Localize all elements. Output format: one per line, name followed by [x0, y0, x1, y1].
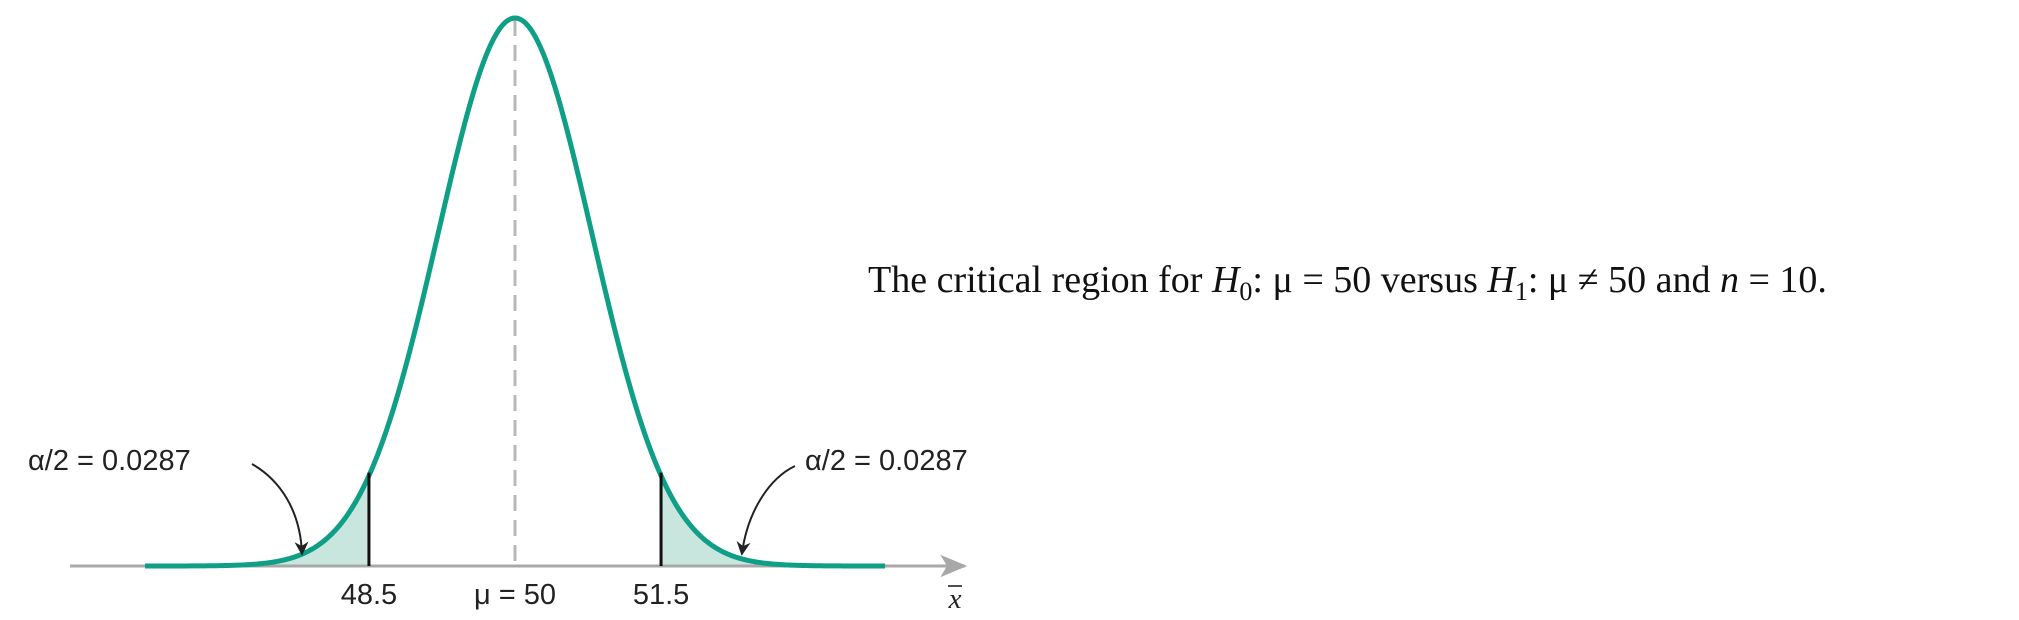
caption-part-1: The critical region for — [868, 259, 1212, 301]
caption-h1: H — [1486, 259, 1517, 301]
tick-label-lower-critical: 48.5 — [341, 579, 397, 611]
caption-part-3: : μ ≠ 50 and — [1528, 259, 1720, 301]
figure-caption: The critical region for H0: μ = 50 versu… — [868, 259, 1827, 306]
arrow-left — [251, 463, 309, 556]
mean-label: μ = 50 — [474, 579, 556, 611]
alpha-label-right: α/2 = 0.0287 — [805, 445, 968, 477]
lower-tail-region — [145, 475, 369, 566]
caption-part-4: = 10. — [1739, 259, 1827, 301]
caption-n: n — [1720, 259, 1739, 301]
density-curve — [145, 15, 885, 569]
caption-h0-subscript: 0 — [1239, 277, 1252, 306]
caption-part-2: : μ = 50 versus — [1252, 259, 1487, 301]
arrow-right — [736, 465, 796, 556]
upper-tail-region — [661, 475, 885, 566]
tail-fills — [145, 475, 885, 566]
x-axis-label: x — [948, 583, 962, 615]
critical-lines — [367, 472, 663, 566]
caption-h0: H — [1211, 259, 1242, 301]
caption-h1-subscript: 1 — [1515, 277, 1528, 306]
tick-label-upper-critical: 51.5 — [633, 579, 689, 611]
alpha-label-left: α/2 = 0.0287 — [28, 445, 191, 477]
annotation-arrows — [251, 463, 796, 556]
